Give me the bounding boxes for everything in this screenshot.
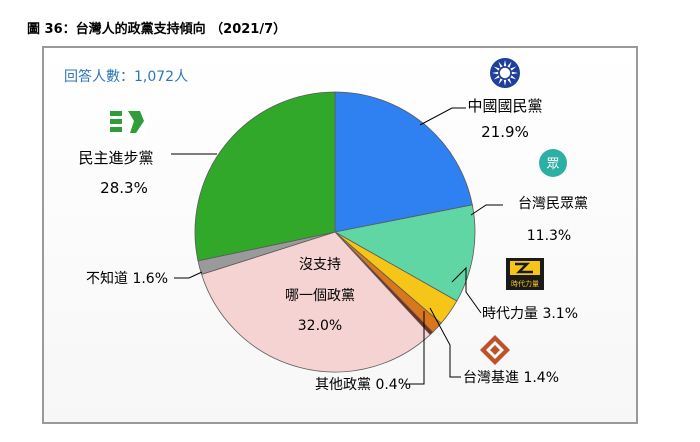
label-dpp-pct: 28.3% (100, 179, 148, 197)
sun-ray (510, 75, 517, 80)
sun-ray (507, 61, 512, 68)
kmt-logo-icon (490, 58, 520, 88)
sun-ray (507, 78, 512, 85)
label-dpp-name: 民主進步黨 (78, 149, 153, 167)
label-none-line1: 沒支持 (299, 256, 341, 273)
pie-slice-1 (333, 204, 476, 302)
leader-line-dk (174, 271, 203, 279)
sun-ray (510, 66, 517, 71)
leader-line-tsp (429, 307, 461, 378)
pie-slices (194, 91, 476, 373)
respondents-count: 回答人數：1,072人 (64, 69, 189, 85)
sun-ray (503, 60, 507, 67)
sun-ray (498, 61, 503, 68)
pie-slice-5 (201, 231, 431, 373)
sun-ray (498, 78, 503, 85)
label-tpp-pct: 11.3% (527, 228, 571, 244)
leader-line-kmt (419, 107, 466, 126)
sun-ray (493, 75, 500, 80)
npp-logo-text: 時代力量 (511, 279, 539, 288)
leader-lines (171, 107, 503, 385)
label-tsp: 台灣基進 1.4% (463, 369, 559, 386)
pie-slice-0 (334, 91, 473, 233)
label-tpp-name: 台灣民眾黨 (518, 196, 588, 212)
dpp-logo-icon (108, 109, 146, 137)
leader-line-other (405, 311, 425, 385)
sun-ray (492, 71, 499, 75)
npp-logo-icon: 時代力量 (506, 258, 544, 290)
tpp-logo-text: 眾 (546, 157, 559, 172)
pie-slice-7 (194, 91, 336, 262)
label-kmt-pct: 21.9% (481, 123, 529, 141)
leader-line-npp (451, 266, 482, 314)
tsp-logo-icon (480, 335, 510, 365)
label-dk: 不知道 1.6% (86, 270, 168, 287)
sun-ray (503, 79, 507, 86)
sun-ray (511, 71, 518, 75)
label-other: 其他政黨 0.4% (315, 377, 411, 393)
label-npp: 時代力量 3.1% (482, 306, 578, 322)
label-none-pct: 32.0% (298, 318, 342, 334)
label-kmt-name: 中國國民黨 (467, 97, 542, 115)
tpp-logo-icon: 眾 (539, 149, 567, 177)
leader-line-tpp (470, 204, 503, 216)
figure-title: 圖 36：台灣人的政黨支持傾向 （2021/7） (27, 22, 287, 37)
sun-ray (493, 66, 500, 71)
label-none-line2: 哪一個政黨 (285, 288, 355, 304)
